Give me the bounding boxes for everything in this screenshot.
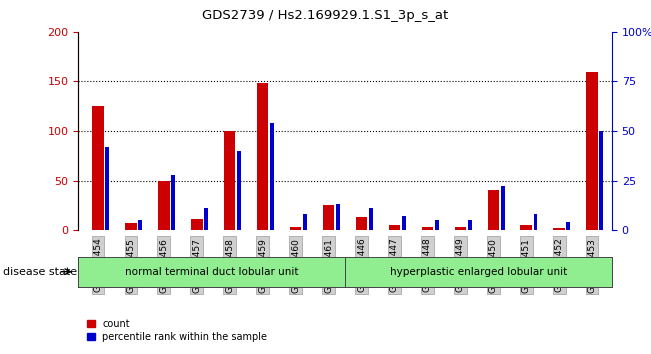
Bar <box>237 151 241 230</box>
Bar <box>158 181 169 230</box>
Bar <box>204 208 208 230</box>
Legend: count, percentile rank within the sample: count, percentile rank within the sample <box>83 315 271 346</box>
Bar <box>92 106 104 230</box>
Bar <box>587 72 598 230</box>
Bar <box>454 227 466 230</box>
Bar <box>521 225 532 230</box>
Bar <box>488 190 499 230</box>
Bar <box>270 123 274 230</box>
Bar <box>125 223 137 230</box>
Text: disease state: disease state <box>3 267 77 277</box>
Bar <box>138 220 142 230</box>
Bar <box>389 225 400 230</box>
Bar <box>422 227 433 230</box>
Text: normal terminal duct lobular unit: normal terminal duct lobular unit <box>125 267 298 277</box>
Bar <box>553 228 565 230</box>
Bar <box>336 204 340 230</box>
Bar <box>402 216 406 230</box>
Bar <box>467 220 471 230</box>
Bar <box>303 214 307 230</box>
Bar <box>171 175 175 230</box>
Bar <box>290 227 301 230</box>
Bar <box>191 219 202 230</box>
Bar <box>534 214 538 230</box>
Bar <box>224 131 236 230</box>
Text: GDS2739 / Hs2.169929.1.S1_3p_s_at: GDS2739 / Hs2.169929.1.S1_3p_s_at <box>202 9 449 22</box>
Text: hyperplastic enlarged lobular unit: hyperplastic enlarged lobular unit <box>390 267 567 277</box>
Bar <box>355 217 367 230</box>
Bar <box>105 147 109 230</box>
Bar <box>368 208 373 230</box>
Bar <box>323 205 335 230</box>
Bar <box>501 187 505 230</box>
Bar <box>566 222 570 230</box>
Bar <box>435 220 439 230</box>
Bar <box>257 84 268 230</box>
Bar <box>600 131 603 230</box>
